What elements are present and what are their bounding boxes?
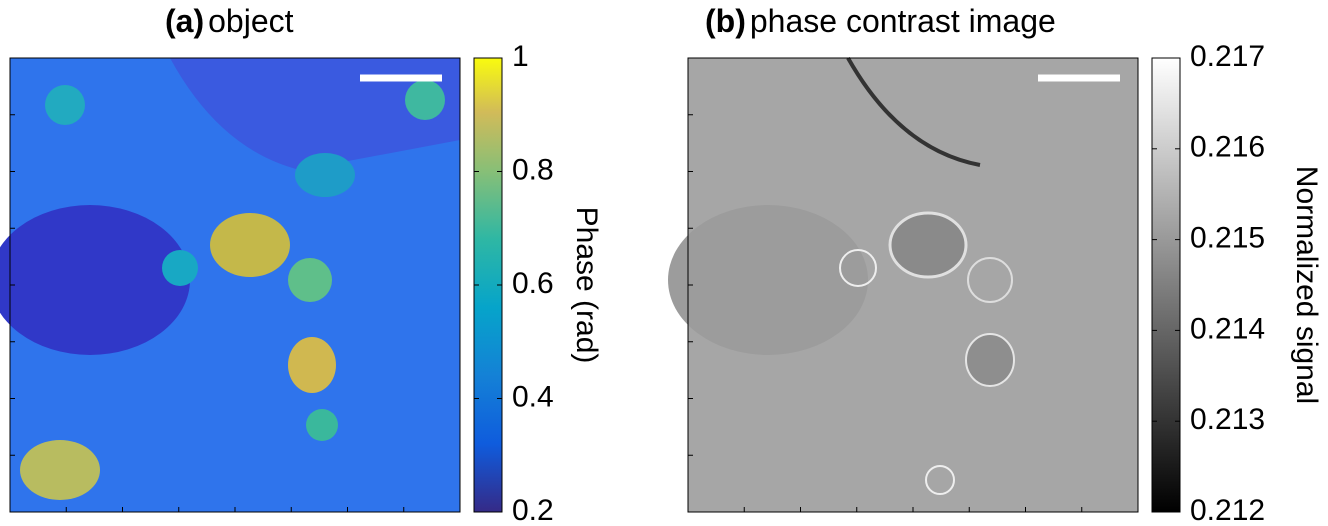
colorbar-tick-label: 0.4 [512,380,554,413]
panel-label: (a) [165,3,204,39]
colorbar [1151,57,1181,513]
colorbar-tick-label: 0.213 [1190,403,1265,436]
colorbar-tick-label: 0.217 [1190,40,1265,73]
colorbar-label: Phase (rad) [570,207,603,364]
panel-title: (b) phase contrast image [705,3,1056,39]
colorbar-tick-label: 0.216 [1190,131,1265,164]
colorbar-tick-label: 0.215 [1190,222,1265,255]
panel-title-text: phase contrast image [750,3,1056,39]
colorbar-tick-label: 0.2 [512,494,554,526]
colorbar-tick-label: 0.8 [512,153,554,186]
panel-label: (b) [705,3,746,39]
colorbar-tick-label: 0.6 [512,267,554,300]
colorbar-tick-label: 0.214 [1190,312,1265,345]
colorbar-tick-label: 1 [512,40,529,73]
colorbar-tick-label: 0.212 [1190,494,1265,526]
object-image [0,58,460,512]
phase-contrast-image [668,57,1138,512]
panel-title-text: object [208,3,294,39]
panel-title: (a) object [165,3,294,39]
colorbar-label: Normalized signal [1290,166,1323,404]
